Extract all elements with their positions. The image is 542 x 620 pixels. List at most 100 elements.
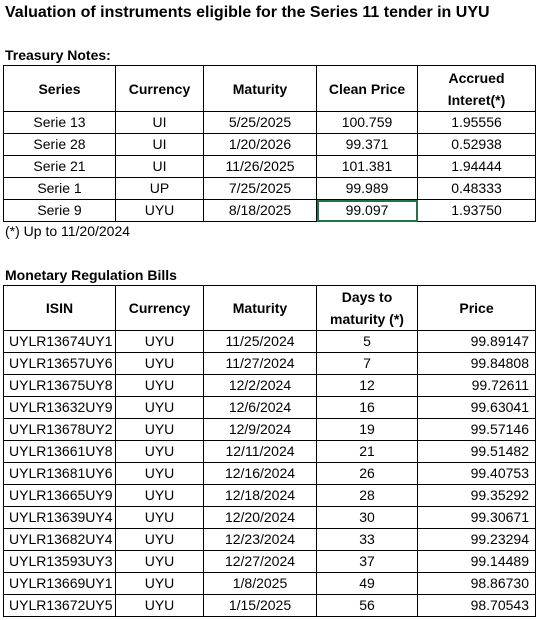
cell-price: 99.84808 (417, 352, 536, 375)
cell-days: 49 (316, 572, 418, 595)
table-row: UYLR13681UY6 UYU 12/16/2024 26 99.40753 (3, 462, 536, 485)
cell-price: 99.23294 (417, 528, 536, 551)
cell-isin: UYLR13639UY4 (3, 506, 116, 529)
cell-currency: UI (115, 133, 204, 156)
header-maturity: Maturity (203, 285, 317, 331)
cell-maturity: 1/8/2025 (203, 572, 317, 595)
table-row: UYLR13669UY1 UYU 1/8/2025 49 98.86730 (3, 572, 536, 595)
cell-accrued: 1.95556 (417, 111, 536, 134)
monetary-bills-table: ISIN Currency Maturity Days to maturity … (3, 285, 536, 617)
cell-accrued: 0.52938 (417, 133, 536, 156)
cell-clean-price[interactable]: 101.381 (316, 155, 418, 178)
cell-days: 7 (316, 352, 418, 375)
cell-isin: UYLR13665UY9 (3, 484, 116, 507)
table-row: UYLR13657UY6 UYU 11/27/2024 7 99.84808 (3, 352, 536, 375)
cell-currency: UYU (115, 418, 204, 441)
cell-isin: UYLR13669UY1 (3, 572, 116, 595)
cell-series: Serie 13 (3, 111, 116, 134)
cell-currency: UYU (115, 440, 204, 463)
cell-isin: UYLR13674UY1 (3, 330, 116, 353)
header-accrued-interest: Accrued Interet(*) (417, 65, 536, 112)
treasury-footnote: (*) Up to 11/20/2024 (5, 223, 131, 239)
cell-days: 16 (316, 396, 418, 419)
cell-days: 26 (316, 462, 418, 485)
cell-isin: UYLR13672UY5 (3, 594, 116, 617)
cell-maturity: 12/9/2024 (203, 418, 317, 441)
header-days-line2: maturity (*) (330, 311, 404, 327)
selected-cell-clean-price[interactable]: 99.097 (316, 199, 418, 222)
cell-isin: UYLR13661UY8 (3, 440, 116, 463)
cell-maturity: 12/16/2024 (203, 462, 317, 485)
cell-isin: UYLR13678UY2 (3, 418, 116, 441)
page-title: Valuation of instruments eligible for th… (5, 4, 490, 21)
cell-clean-price[interactable]: 100.759 (316, 111, 418, 134)
cell-series: Serie 1 (3, 177, 116, 200)
cell-days: 37 (316, 550, 418, 573)
cell-days: 12 (316, 374, 418, 397)
cell-price: 99.72611 (417, 374, 536, 397)
cell-price: 99.89147 (417, 330, 536, 353)
cell-maturity: 1/15/2025 (203, 594, 317, 617)
cell-maturity: 12/2/2024 (203, 374, 317, 397)
cell-maturity: 11/26/2025 (203, 155, 317, 178)
header-days-to-maturity: Days to maturity (*) (316, 285, 418, 331)
cell-maturity: 12/27/2024 (203, 550, 317, 573)
cell-price: 99.63041 (417, 396, 536, 419)
cell-maturity: 12/6/2024 (203, 396, 317, 419)
cell-currency: UYU (115, 352, 204, 375)
header-series: Series (3, 65, 116, 112)
cell-currency: UYU (115, 330, 204, 353)
header-maturity: Maturity (203, 65, 317, 112)
table-row: UYLR13675UY8 UYU 12/2/2024 12 99.72611 (3, 374, 536, 397)
cell-isin: UYLR13632UY9 (3, 396, 116, 419)
table-row: UYLR13632UY9 UYU 12/6/2024 16 99.63041 (3, 396, 536, 419)
header-accrued-line1: Accrued (448, 69, 505, 86)
cell-isin: UYLR13675UY8 (3, 374, 116, 397)
cell-days: 19 (316, 418, 418, 441)
table-row: UYLR13674UY1 UYU 11/25/2024 5 99.89147 (3, 330, 536, 353)
cell-price: 98.86730 (417, 572, 536, 595)
cell-currency: UYU (115, 506, 204, 529)
cell-maturity: 11/25/2024 (203, 330, 317, 353)
cell-currency: UI (115, 155, 204, 178)
cell-price: 99.40753 (417, 462, 536, 485)
header-accrued-line2: Interet(*) (447, 91, 506, 108)
cell-currency: UYU (115, 550, 204, 573)
table-row: UYLR13639UY4 UYU 12/20/2024 30 99.30671 (3, 506, 536, 529)
treasury-notes-table: Series Currency Maturity Clean Price Acc… (3, 65, 536, 222)
cell-currency: UYU (115, 199, 204, 222)
monetary-bills-heading: Monetary Regulation Bills (5, 267, 177, 283)
table-row: Serie 13 UI 5/25/2025 100.759 1.95556 (3, 111, 536, 134)
cell-currency: UYU (115, 374, 204, 397)
cell-accrued: 0.48333 (417, 177, 536, 200)
cell-maturity: 12/11/2024 (203, 440, 317, 463)
cell-days: 56 (316, 594, 418, 617)
cell-maturity: 8/18/2025 (203, 199, 317, 222)
cell-isin: UYLR13681UY6 (3, 462, 116, 485)
header-currency: Currency (115, 285, 204, 331)
cell-maturity: 7/25/2025 (203, 177, 317, 200)
cell-currency: UYU (115, 484, 204, 507)
cell-clean-price[interactable]: 99.371 (316, 133, 418, 156)
cell-currency: UYU (115, 462, 204, 485)
cell-currency: UP (115, 177, 204, 200)
cell-price: 99.57146 (417, 418, 536, 441)
cell-price: 99.51482 (417, 440, 536, 463)
table-row: UYLR13672UY5 UYU 1/15/2025 56 98.70543 (3, 594, 536, 617)
table-row: Serie 1 UP 7/25/2025 99.989 0.48333 (3, 177, 536, 200)
cell-price: 98.70543 (417, 594, 536, 617)
cell-days: 5 (316, 330, 418, 353)
cell-price: 99.30671 (417, 506, 536, 529)
cell-series: Serie 9 (3, 199, 116, 222)
cell-currency: UYU (115, 396, 204, 419)
cell-maturity: 12/20/2024 (203, 506, 317, 529)
cell-clean-price[interactable]: 99.989 (316, 177, 418, 200)
table-row: Serie 21 UI 11/26/2025 101.381 1.94444 (3, 155, 536, 178)
cell-accrued: 1.94444 (417, 155, 536, 178)
cell-maturity: 1/20/2026 (203, 133, 317, 156)
table-row: UYLR13665UY9 UYU 12/18/2024 28 99.35292 (3, 484, 536, 507)
cell-series: Serie 21 (3, 155, 116, 178)
table-row: Serie 28 UI 1/20/2026 99.371 0.52938 (3, 133, 536, 156)
cell-currency: UYU (115, 572, 204, 595)
cell-days: 30 (316, 506, 418, 529)
